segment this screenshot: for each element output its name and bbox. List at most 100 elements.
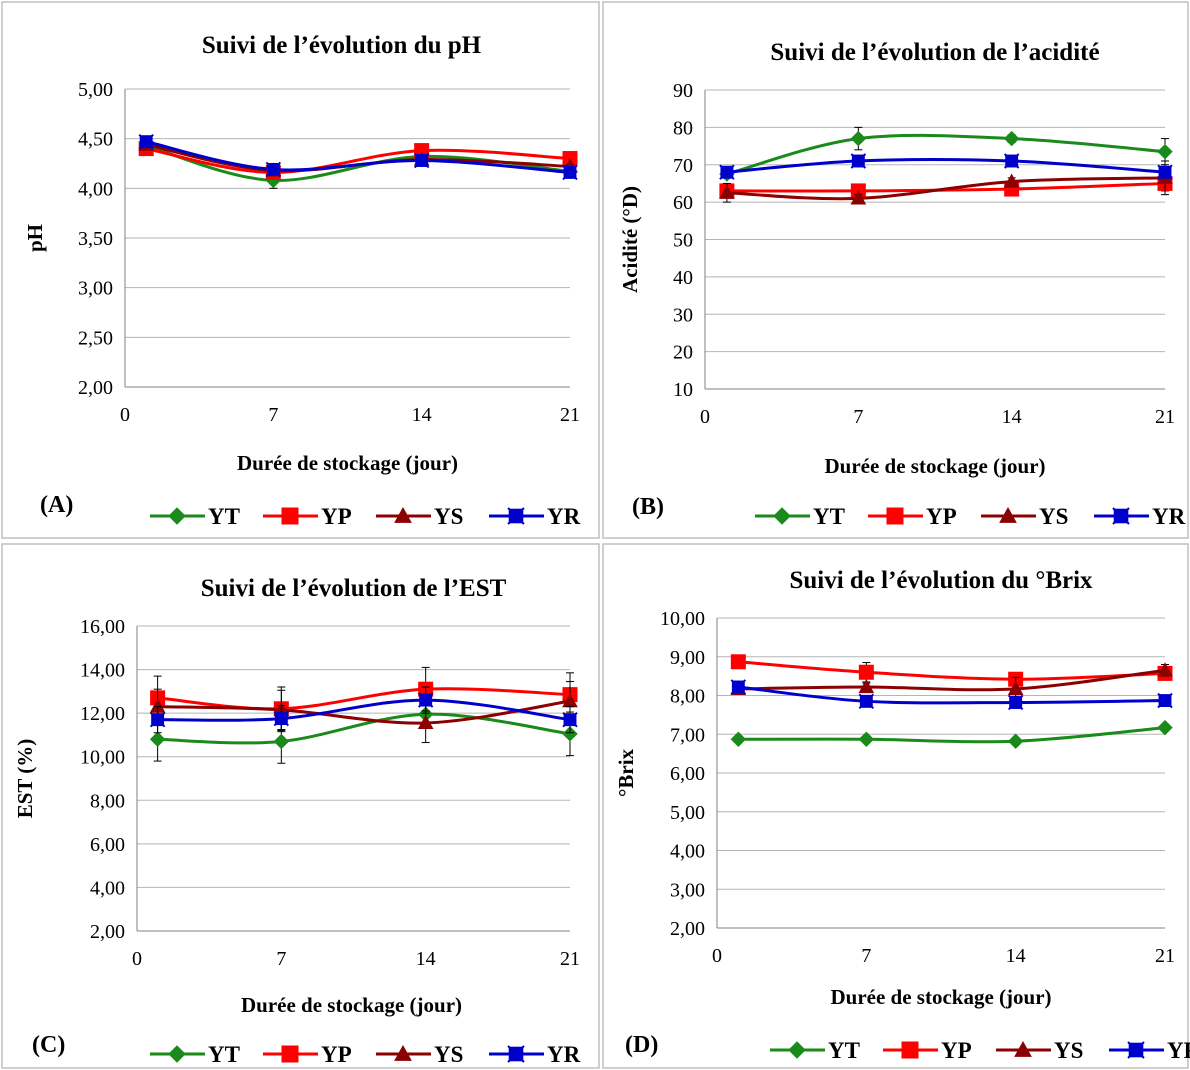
legend-label: YT: [208, 1042, 240, 1067]
data-point-yr: [858, 693, 875, 710]
legend-marker: [999, 506, 1017, 523]
x-axis-label: Durée de stockage (jour): [237, 451, 458, 475]
legend-marker: [507, 1045, 525, 1063]
legend-item-yp: YP: [263, 1042, 352, 1067]
data-point-yr: [273, 710, 290, 727]
panel-border: [1, 1, 600, 539]
legend-marker: [507, 507, 525, 525]
marker-cross: [1127, 1041, 1145, 1059]
x-tick-label: 21: [560, 948, 580, 970]
marker-cross: [719, 164, 735, 180]
x-axis-label: Durée de stockage (jour): [824, 454, 1045, 478]
data-point-ys: [417, 714, 434, 730]
y-tick-label: 8,00: [90, 790, 125, 812]
data-point-yt: [1157, 143, 1173, 160]
x-tick-label: 7: [268, 404, 278, 426]
panel-border: [602, 1, 1189, 539]
series-line-yt: [157, 712, 571, 745]
series-line-ys: [157, 699, 571, 725]
data-point-yr: [730, 679, 747, 695]
marker-cross: [850, 153, 867, 169]
data-point-yr: [562, 164, 578, 181]
series-line-yt: [726, 133, 1166, 176]
legend-item-ys: YS: [376, 504, 463, 529]
legend-label: YT: [208, 504, 240, 529]
y-tick-label: 3,00: [78, 278, 113, 300]
data-point-yp: [858, 664, 874, 680]
y-tick-label: 80: [673, 117, 693, 139]
panel-label: (A): [40, 492, 73, 518]
series-yt: [730, 719, 1173, 749]
marker-cross: [1003, 153, 1020, 169]
marker-cross: [265, 161, 282, 178]
legend-item-yp: YP: [263, 504, 352, 529]
y-tick-label: 30: [673, 304, 693, 326]
y-tick-label: 40: [673, 267, 693, 289]
y-tick-label: 3,50: [78, 228, 113, 250]
marker-cross: [1112, 507, 1130, 525]
marker-cross: [507, 1045, 525, 1063]
x-tick-label: 14: [412, 404, 432, 426]
legend-label: YT: [828, 1038, 860, 1063]
y-tick-label: 9,00: [670, 647, 705, 669]
data-point-yr: [265, 161, 282, 178]
x-axis-label: Durée de stockage (jour): [830, 985, 1051, 1009]
panel-border: [1, 543, 600, 1069]
series-line-ys: [726, 176, 1166, 201]
data-point-yr: [1007, 694, 1024, 711]
data-point-ys: [1003, 173, 1020, 188]
legend-marker: [788, 1041, 806, 1059]
legend-item-ys: YS: [376, 1042, 463, 1067]
y-tick-label: 14,00: [80, 660, 125, 682]
data-point-yt: [730, 731, 747, 747]
y-tick-label: 10: [673, 379, 693, 401]
y-tick-label: 5,00: [78, 79, 113, 101]
chart-panel-4: Suivi de l’évolution du °Brix 2,00 3,00 4,0…: [602, 543, 1190, 1069]
x-tick-label: 0: [700, 406, 710, 428]
legend-label: YS: [434, 1042, 463, 1067]
marker-cross: [858, 693, 875, 710]
legend-label: YS: [1039, 504, 1068, 529]
legend-marker: [1014, 1040, 1032, 1057]
y-tick-label: 16,00: [80, 616, 125, 638]
marker-cross: [562, 164, 578, 181]
y-tick-label: 10,00: [80, 747, 125, 769]
series-line-yr: [726, 158, 1166, 174]
series-line-yp: [157, 687, 571, 711]
series-yr: [138, 133, 578, 181]
legend: YT YP YS YR: [755, 504, 1186, 529]
chart-panel-1: Suivi de l’évolution du pH 2,00 2,50 3,00 3,…: [1, 1, 600, 539]
panel-label: (C): [32, 1032, 65, 1058]
marker-cross: [1157, 164, 1173, 180]
legend-marker: [168, 1045, 186, 1063]
series-line-yr: [157, 698, 571, 722]
x-tick-label: 21: [1155, 406, 1175, 428]
marker-cross: [1007, 694, 1024, 711]
chart-panel-2: Suivi de l’évolution de l’acidité 10 20 30 4…: [602, 1, 1189, 539]
data-point-yt: [149, 731, 166, 747]
legend-label: YS: [1054, 1038, 1083, 1063]
data-point-yt: [850, 130, 867, 147]
data-point-yp: [730, 654, 746, 670]
data-point-yr: [1157, 164, 1173, 180]
legend-item-yt: YT: [150, 504, 240, 529]
data-point-ys: [858, 678, 875, 694]
y-tick-label: 90: [673, 80, 693, 102]
chart-title: Suivi de l’évolution du °Brix: [789, 567, 1093, 594]
legend-label: YT: [813, 504, 845, 529]
data-point-ys: [850, 190, 867, 205]
y-tick-label: 12,00: [80, 703, 125, 725]
data-point-yr: [413, 152, 430, 169]
data-point-yr: [149, 711, 166, 728]
y-tick-label: 7,00: [670, 724, 705, 746]
legend-item-yr: YR: [1094, 504, 1186, 529]
legend-marker: [281, 1045, 299, 1063]
legend-label: YR: [547, 1042, 581, 1067]
legend: YT YP YS YR: [150, 1042, 581, 1067]
marker-cross: [417, 692, 434, 708]
marker-cross: [562, 711, 578, 728]
data-point-yt: [1007, 733, 1024, 749]
series-yt: [719, 126, 1173, 182]
y-tick-label: 60: [673, 192, 693, 214]
